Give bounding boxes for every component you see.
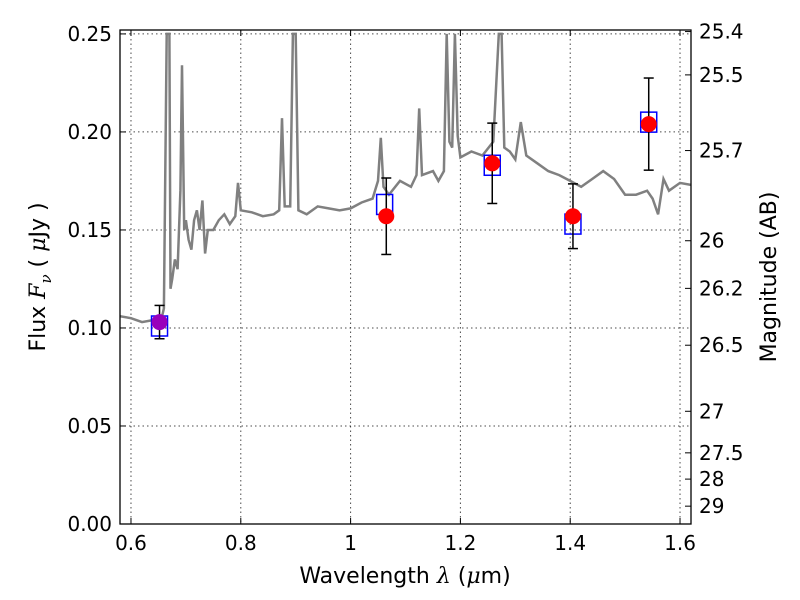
y-axis: 0.00 0.05 0.10 0.15 0.20 0.25 — [67, 22, 126, 536]
model-boxes — [150, 111, 658, 337]
x-tick-label: 1.4 — [554, 531, 586, 555]
magnitude-tick-label: 25.5 — [699, 63, 744, 87]
x-axis: 0.6 0.8 1 1.2 1.4 1.6 — [115, 30, 696, 555]
magnitude-axis-label: Magnitude (AB) — [757, 192, 782, 363]
y-tick-label: 0.20 — [67, 120, 112, 144]
error-bars — [154, 77, 654, 340]
magnitude-tick-label: 25.4 — [699, 20, 744, 44]
magnitude-tick-label: 27.5 — [699, 441, 744, 465]
magnitude-tick-label: 25.7 — [699, 139, 744, 163]
y-tick-label: 0.10 — [67, 316, 112, 340]
magnitude-tick-label: 28 — [699, 467, 724, 491]
magnitude-tick-label: 26.2 — [699, 276, 744, 300]
magnitude-tick-label: 27 — [699, 399, 724, 423]
magnitude-tick-label: 26 — [699, 229, 724, 253]
x-tick-label: 1.6 — [664, 531, 696, 555]
plot-frame — [119, 29, 692, 525]
data-point — [640, 116, 657, 133]
data-point — [378, 208, 395, 225]
y-tick-label: 0.25 — [67, 22, 112, 46]
x-tick-label: 0.6 — [115, 531, 147, 555]
y-tick-label: 0.05 — [67, 414, 112, 438]
grid — [120, 30, 691, 525]
y-axis-label: Flux Fν ( μJy ) — [26, 202, 55, 351]
x-tick-label: 1 — [344, 531, 357, 555]
x-axis-label: Wavelength λ (μm) — [299, 564, 510, 589]
data-point — [484, 155, 501, 172]
data-point — [564, 208, 581, 225]
magnitude-tick-label: 26.5 — [699, 333, 744, 357]
x-tick-label: 0.8 — [225, 531, 257, 555]
spectrum-line — [120, 32, 691, 324]
y-tick-label: 0.00 — [67, 512, 112, 536]
x-tick-label: 1.2 — [444, 531, 476, 555]
spectrum — [120, 32, 691, 324]
magnitude-axis: 25.4 25.5 25.7 26 26.2 26.5 27 27.528 29 — [685, 20, 744, 518]
magnitude-tick-label: 29 — [699, 494, 724, 518]
y-tick-label: 0.15 — [67, 218, 112, 242]
data-point — [151, 314, 168, 331]
observed-points — [151, 116, 657, 331]
